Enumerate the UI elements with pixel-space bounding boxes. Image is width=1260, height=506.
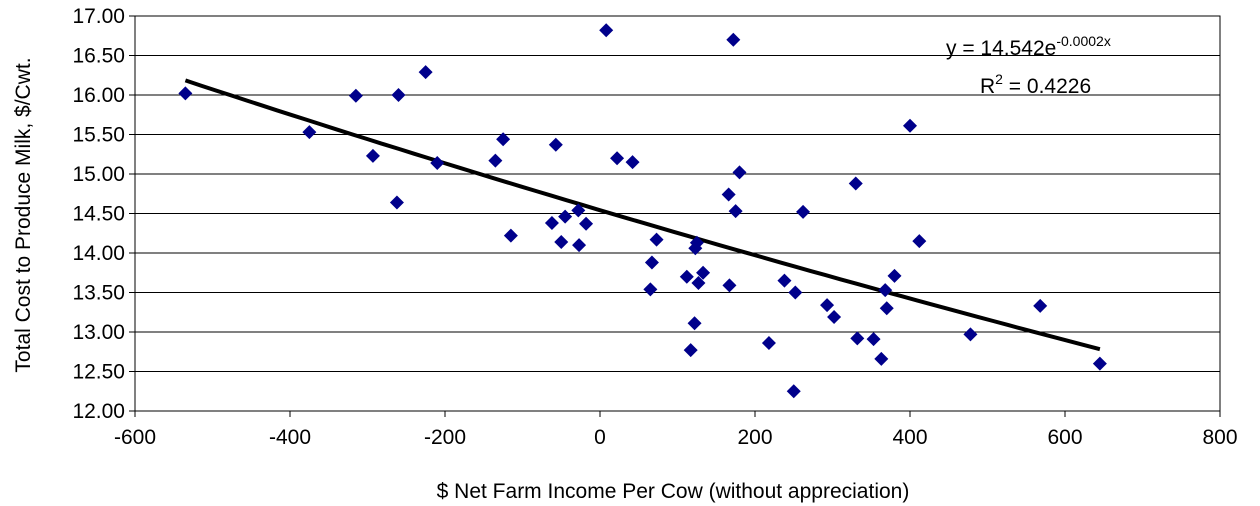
data-point	[912, 234, 927, 249]
data-point	[496, 132, 511, 147]
data-point	[571, 203, 586, 218]
y-tick-label: 13.00	[72, 321, 125, 344]
data-point	[548, 137, 563, 152]
data-point	[761, 336, 776, 351]
data-point	[722, 278, 737, 293]
data-point	[1092, 356, 1107, 371]
y-tick-label: 14.00	[72, 242, 125, 265]
data-point	[696, 265, 711, 280]
data-point	[691, 276, 706, 291]
data-point	[572, 238, 587, 253]
data-point	[887, 268, 902, 283]
data-point	[644, 255, 659, 270]
y-tick-label: 15.00	[72, 163, 125, 186]
data-point	[178, 86, 193, 101]
data-point	[848, 176, 863, 191]
x-tick-label: 200	[737, 426, 772, 449]
data-point	[643, 282, 658, 297]
data-point	[879, 301, 894, 316]
y-axis-ticks: 12.00 12.50 13.00 13.50 14.00 14.50 15.00 15.50…	[72, 5, 135, 423]
data-point	[963, 327, 978, 342]
data-point	[820, 298, 835, 313]
data-point	[554, 234, 569, 249]
x-tick-label: 400	[892, 426, 927, 449]
data-point	[827, 309, 842, 324]
x-tick-label: 600	[1047, 426, 1082, 449]
data-point	[430, 155, 445, 170]
y-axis-title: Total Cost to Produce Milk, $/Cwt.	[12, 57, 35, 372]
trendline-curve	[184, 78, 1101, 352]
data-points	[178, 23, 1107, 399]
data-point	[579, 216, 594, 231]
data-point	[796, 204, 811, 219]
data-point	[599, 23, 614, 38]
r-squared-label: R2 = 0.4226	[980, 71, 1091, 98]
x-axis-title: $ Net Farm Income Per Cow (without appre…	[437, 480, 910, 503]
data-point	[365, 148, 380, 163]
data-point	[649, 232, 664, 247]
data-point	[503, 228, 518, 243]
data-point	[874, 351, 889, 366]
y-tick-label: 17.00	[72, 5, 125, 28]
x-tick-label: 0	[594, 426, 606, 449]
data-point	[732, 165, 747, 180]
x-axis-ticks: -600 -400 -200 0 200 400 600 800	[114, 411, 1238, 449]
data-point	[850, 331, 865, 346]
data-point	[558, 209, 573, 224]
data-point	[488, 153, 503, 168]
data-point	[689, 235, 704, 250]
data-point	[418, 65, 433, 80]
data-point	[788, 285, 803, 300]
data-point	[878, 283, 893, 298]
data-point	[777, 273, 792, 288]
data-point	[903, 118, 917, 133]
data-point	[687, 316, 702, 331]
y-tick-label: 16.50	[72, 45, 125, 68]
data-point	[302, 125, 317, 140]
data-point	[625, 155, 640, 170]
x-tick-label: -400	[269, 426, 311, 449]
y-tick-label: 14.50	[72, 203, 125, 226]
data-point	[610, 151, 625, 166]
x-tick-label: -200	[424, 426, 466, 449]
x-tick-label: -600	[114, 426, 156, 449]
data-point	[544, 215, 559, 230]
data-point	[389, 195, 404, 210]
data-point	[1033, 298, 1048, 313]
data-point	[391, 88, 406, 102]
y-tick-label: 12.00	[72, 400, 125, 423]
data-point	[679, 269, 694, 284]
data-point	[728, 204, 743, 219]
y-tick-label: 16.00	[72, 84, 125, 107]
y-tick-label: 13.50	[72, 282, 125, 305]
data-point	[726, 32, 741, 47]
data-point	[683, 343, 698, 358]
trendline-equation: y = 14.542e-0.0002x	[946, 33, 1111, 60]
x-tick-label: 800	[1202, 426, 1237, 449]
data-point	[721, 187, 736, 202]
y-tick-label: 15.50	[72, 124, 125, 147]
y-tick-label: 12.50	[72, 361, 125, 384]
data-point	[786, 384, 801, 399]
data-point	[866, 332, 881, 347]
data-point	[348, 88, 363, 103]
